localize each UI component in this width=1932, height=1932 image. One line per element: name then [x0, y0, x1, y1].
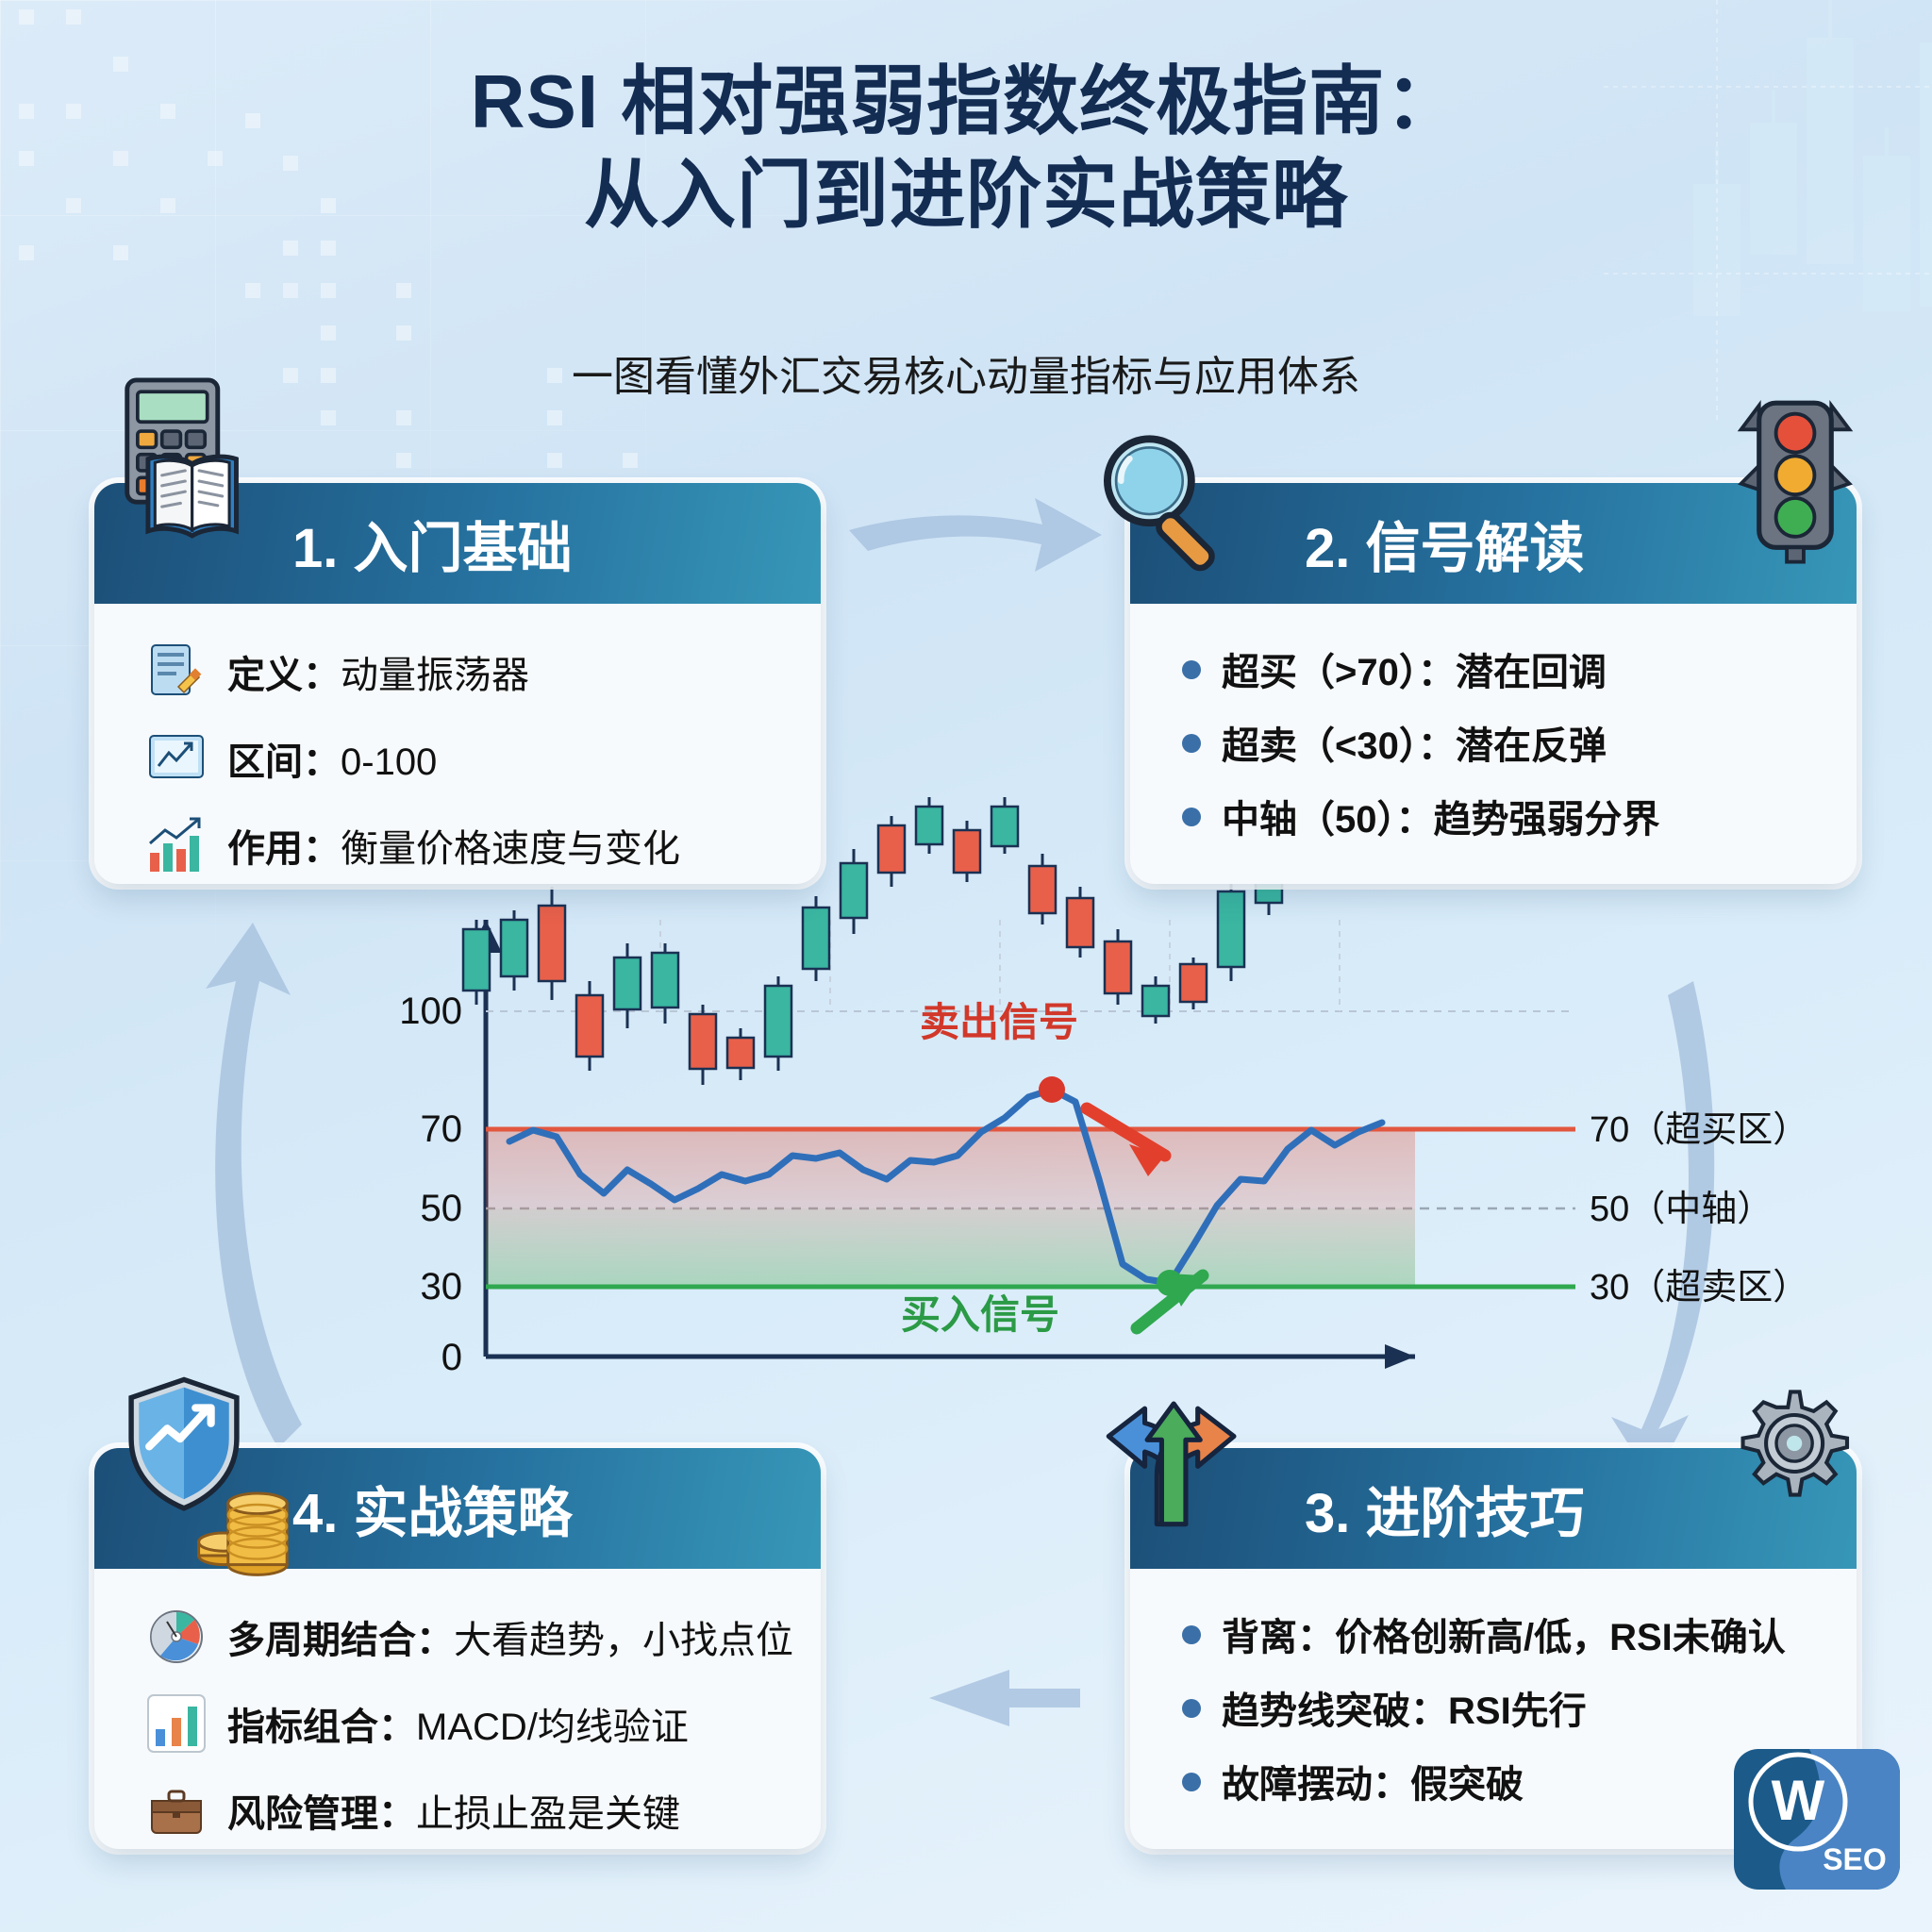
svg-text:0: 0 [441, 1337, 462, 1378]
svg-text:50: 50 [421, 1188, 463, 1229]
svg-text:100: 100 [399, 991, 462, 1032]
svg-text:SEO: SEO [1823, 1842, 1887, 1876]
svg-text:70（超买区）: 70（超买区） [1590, 1110, 1808, 1150]
svg-text:买入信号: 买入信号 [901, 1292, 1059, 1337]
svg-text:50（中轴）: 50（中轴） [1590, 1190, 1773, 1229]
svg-text:30（超卖区）: 30（超卖区） [1590, 1268, 1808, 1307]
svg-text:70: 70 [421, 1108, 463, 1150]
svg-text:W: W [1772, 1769, 1825, 1832]
svg-text:卖出信号: 卖出信号 [920, 1000, 1078, 1044]
svg-text:30: 30 [421, 1266, 463, 1307]
